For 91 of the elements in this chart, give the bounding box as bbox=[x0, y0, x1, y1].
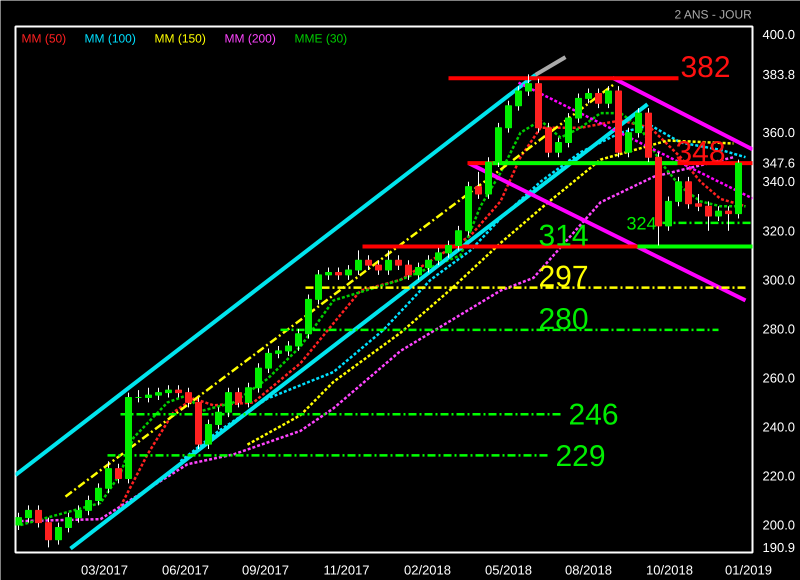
candlestick bbox=[585, 88, 592, 104]
candlestick bbox=[675, 176, 682, 207]
candlestick bbox=[35, 504, 42, 528]
candlestick bbox=[595, 88, 602, 109]
y-tick-label: 190.9 bbox=[762, 540, 796, 555]
candlestick bbox=[415, 262, 422, 280]
annotation: 382 bbox=[680, 51, 731, 84]
candlestick bbox=[295, 328, 302, 352]
candlestick bbox=[185, 387, 192, 408]
candlestick bbox=[225, 387, 232, 418]
candlestick bbox=[255, 362, 262, 394]
annotation: 280 bbox=[538, 302, 589, 336]
candlestick bbox=[605, 86, 612, 109]
x-tick-label: 02/2018 bbox=[404, 562, 452, 578]
chart-title: 2 ANS - JOUR bbox=[674, 8, 752, 22]
y-tick-label: 360.0 bbox=[762, 125, 796, 140]
candlestick bbox=[25, 504, 32, 524]
candlestick bbox=[425, 254, 432, 273]
annotation: 297 bbox=[538, 260, 589, 294]
annotation: 229 bbox=[556, 440, 606, 473]
candlestick bbox=[45, 517, 52, 548]
x-tick-label: 11/2017 bbox=[323, 562, 370, 578]
candlestick bbox=[85, 495, 92, 516]
candlestick bbox=[275, 346, 282, 359]
candlestick bbox=[475, 171, 482, 200]
candlestick bbox=[285, 340, 292, 356]
text: MM (150) bbox=[154, 32, 206, 46]
y-tick-label: 347.6 bbox=[762, 156, 796, 171]
candlestick bbox=[445, 240, 452, 258]
candlestick bbox=[215, 406, 222, 430]
candlestick bbox=[385, 250, 392, 276]
candlestick bbox=[155, 387, 162, 400]
candlestick bbox=[65, 512, 72, 533]
candlestick bbox=[105, 460, 112, 494]
candlestick bbox=[55, 522, 62, 546]
y-tick-label: 260.0 bbox=[762, 370, 796, 386]
candlestick bbox=[405, 260, 412, 280]
candlestick bbox=[505, 100, 512, 134]
candlestick bbox=[235, 387, 242, 408]
candlestick bbox=[175, 384, 182, 398]
x-tick-label: 05/2018 bbox=[485, 562, 532, 578]
text: MM (100) bbox=[84, 32, 136, 46]
candlestick bbox=[515, 86, 522, 112]
candlestick bbox=[355, 250, 362, 276]
candlestick bbox=[265, 348, 272, 374]
candlestick bbox=[575, 92, 582, 124]
y-tick-label: 400.0 bbox=[762, 27, 796, 42]
y-tick-label: 280.0 bbox=[762, 321, 796, 336]
candlestick bbox=[245, 382, 252, 408]
candlestick bbox=[685, 176, 692, 210]
x-tick-label: 06/2017 bbox=[162, 562, 210, 578]
x-tick-label: 10/2018 bbox=[646, 562, 694, 578]
candlestick bbox=[455, 225, 462, 251]
text: MME (30) bbox=[294, 32, 348, 46]
candlestick bbox=[95, 482, 102, 506]
candlestick bbox=[135, 390, 142, 403]
y-tick-label: 240.0 bbox=[762, 419, 796, 434]
candlestick bbox=[375, 260, 382, 276]
text: MM (50) bbox=[22, 32, 66, 46]
candlestick bbox=[525, 74, 532, 96]
text: MM (200) bbox=[224, 32, 276, 46]
candlestick bbox=[145, 387, 152, 403]
candlestick bbox=[335, 267, 342, 280]
candlestick bbox=[715, 206, 722, 222]
candlestick bbox=[435, 247, 442, 266]
x-tick-label: 09/2017 bbox=[242, 562, 290, 578]
annotation: 246 bbox=[568, 398, 619, 432]
x-tick-label: 03/2017 bbox=[81, 562, 128, 578]
candlestick bbox=[115, 463, 122, 484]
y-tick-label: 300.0 bbox=[762, 272, 796, 288]
candlestick bbox=[705, 200, 712, 232]
candlestick bbox=[165, 384, 172, 398]
y-tick-label: 383.8 bbox=[762, 66, 796, 82]
candlestick bbox=[695, 193, 702, 212]
candlestick bbox=[205, 419, 212, 450]
candlestick bbox=[395, 254, 402, 271]
candlestick bbox=[325, 267, 332, 280]
candlestick bbox=[345, 264, 352, 280]
annotation: 324 bbox=[626, 213, 657, 234]
y-tick-label: 320.0 bbox=[762, 223, 796, 238]
candlestick bbox=[365, 254, 372, 271]
candlestick bbox=[635, 108, 642, 138]
y-tick-label: 200.0 bbox=[762, 518, 796, 533]
x-tick-label: 01/2019 bbox=[725, 562, 772, 578]
x-tick-label: 08/2018 bbox=[565, 562, 612, 578]
candlestick bbox=[75, 504, 82, 524]
candlestick bbox=[555, 137, 562, 158]
y-tick-label: 340.0 bbox=[762, 174, 796, 190]
candlestick bbox=[725, 206, 732, 232]
y-tick-label: 220.0 bbox=[762, 468, 796, 484]
candlestick bbox=[625, 127, 632, 158]
